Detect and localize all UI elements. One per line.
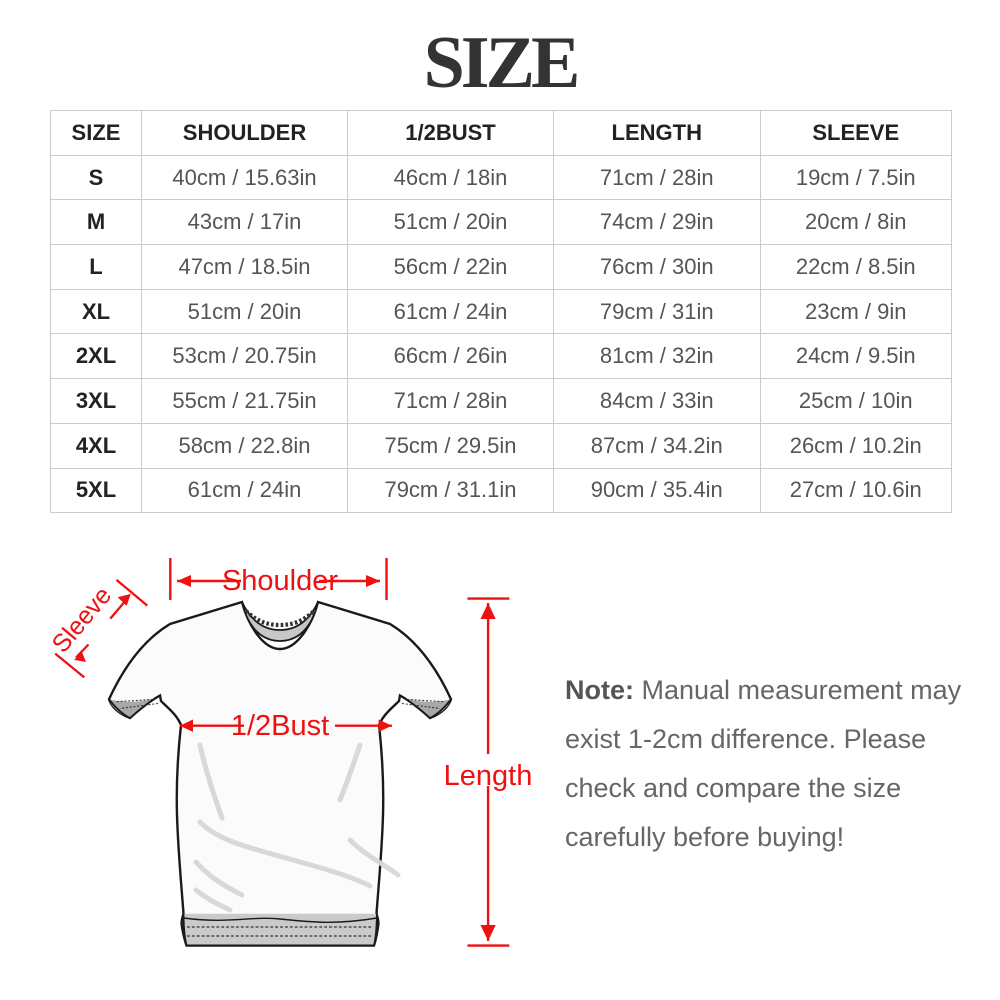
svg-text:Length: Length bbox=[444, 760, 533, 792]
svg-text:1/2Bust: 1/2Bust bbox=[231, 710, 329, 742]
svg-text:Sleeve: Sleeve bbox=[47, 582, 118, 659]
svg-text:Shoulder: Shoulder bbox=[222, 565, 338, 597]
